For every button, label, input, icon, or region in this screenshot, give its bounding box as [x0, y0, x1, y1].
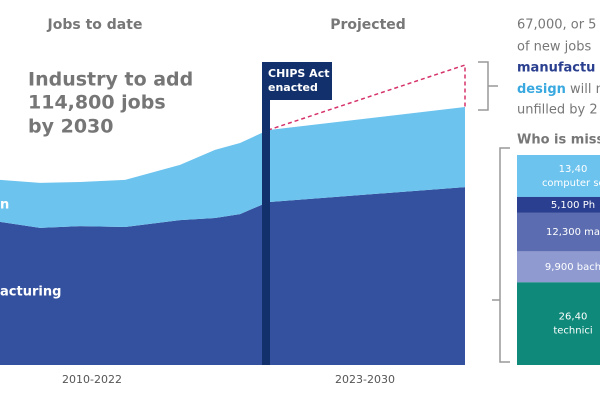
- x-label: 2023-2030: [335, 373, 395, 386]
- callout: manufactu: [517, 61, 595, 76]
- headline: Industry to add: [28, 69, 193, 91]
- value-label: 12,300: [546, 227, 581, 238]
- series-label: n: [0, 198, 9, 213]
- callout: unfilled by 2: [517, 103, 598, 118]
- period-label: Projected: [330, 17, 406, 33]
- bar-segment: [517, 282, 600, 365]
- value-label: 5,100: [551, 200, 580, 211]
- value-label: 9,900: [545, 262, 574, 273]
- bar-title: Who is miss: [517, 133, 600, 148]
- callout: design will n: [517, 82, 600, 97]
- series-label: acturing: [0, 285, 61, 300]
- headline: 114,800 jobs: [28, 92, 166, 114]
- x-label: 2010-2022: [62, 373, 122, 386]
- area: [0, 107, 465, 228]
- category-label: technici: [553, 326, 592, 337]
- bracket: [478, 61, 498, 111]
- callout: of new jobs: [517, 40, 591, 55]
- bar-segment: [517, 196, 600, 213]
- bar-segment: [517, 155, 600, 197]
- callout-part: will n: [566, 82, 600, 97]
- segment-label: 12,300 ma: [546, 227, 600, 238]
- callout-part: design: [517, 82, 566, 97]
- marker-label: enacted: [268, 81, 318, 94]
- headline: by 2030: [28, 116, 113, 138]
- bar-segment: [517, 212, 600, 252]
- bracket: [492, 147, 510, 363]
- segment-label: 9,900 bach: [545, 262, 600, 273]
- value-label: 26,40: [559, 312, 588, 323]
- category-label: computer sc: [542, 178, 600, 189]
- marker-box: [262, 62, 332, 100]
- value-label: 13,40: [559, 164, 588, 175]
- category-label: bach: [577, 262, 600, 273]
- callout: 67,000, or 5: [517, 18, 596, 33]
- category-label: ma: [584, 227, 600, 238]
- category-label: Ph: [583, 200, 595, 211]
- period-label: Jobs to date: [47, 17, 143, 33]
- marker-label: CHIPS Act: [268, 67, 329, 80]
- bar-segment: [517, 251, 600, 283]
- marker-pole: [262, 62, 270, 365]
- area: [0, 187, 465, 365]
- segment-label: 5,100 Ph: [551, 200, 595, 211]
